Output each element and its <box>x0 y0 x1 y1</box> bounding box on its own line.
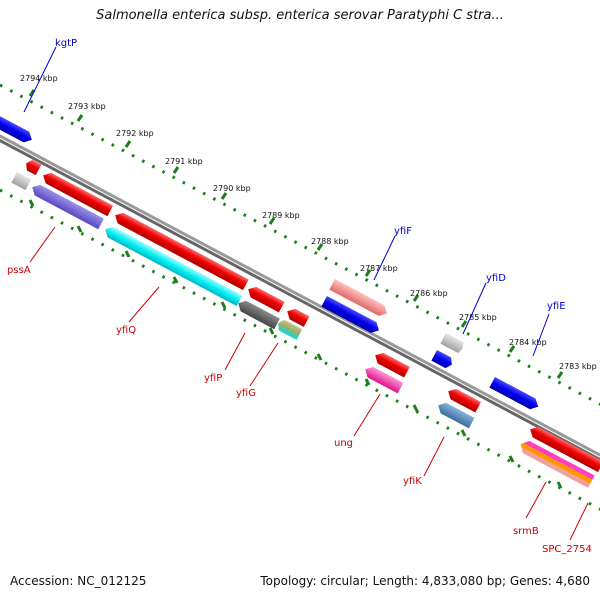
gene-label-yfiG: yfiG <box>236 388 256 399</box>
inner-dotted-track <box>0 188 600 520</box>
gene-label-yfiE: yfiE <box>547 301 566 312</box>
tick-label-2787: 2787 kbp <box>360 264 398 273</box>
gene-yfiF-feature[interactable] <box>329 279 389 319</box>
gene-label-kgtP: kgtP <box>55 38 77 49</box>
gene-yfiD-gray-feature[interactable] <box>440 333 465 354</box>
tick-label-2786: 2786 kbp <box>410 289 448 298</box>
tick-label-2792: 2792 kbp <box>116 129 154 138</box>
tick-label-2791: 2791 kbp <box>165 157 203 166</box>
tick-label-2783: 2783 kbp <box>559 362 597 371</box>
gene-yfiP-red-feature[interactable] <box>245 284 285 313</box>
gene-label-yfiF: yfiF <box>394 226 412 237</box>
gene-label-yfiK: yfiK <box>403 476 422 487</box>
forward-genes <box>0 113 541 412</box>
gene-ung-red-feature[interactable] <box>372 350 410 378</box>
gene-srmB-red-feature[interactable] <box>527 424 600 473</box>
tick-label-2784: 2784 kbp <box>509 338 547 347</box>
gene-ung-feature[interactable] <box>362 364 404 394</box>
tick-label-2789: 2789 kbp <box>262 211 300 220</box>
gene-label-ung: ung <box>334 438 353 449</box>
tick-label-2793: 2793 kbp <box>68 102 106 111</box>
tick-label-2788: 2788 kbp <box>311 237 349 246</box>
gene-label-yfiQ: yfiQ <box>116 325 136 336</box>
gene-yfiF-blue-feature[interactable] <box>321 296 381 336</box>
genome-backbone <box>0 125 600 470</box>
gene-yfiK-red-feature[interactable] <box>445 386 482 413</box>
reverse-callouts <box>29 226 589 541</box>
tick-label-2794: 2794 kbp <box>20 74 58 83</box>
gene-label-SPC_2754: SPC_2754 <box>542 544 592 555</box>
outer-tick-marks <box>28 89 564 379</box>
gene-small-red-feature[interactable] <box>23 158 42 176</box>
gene-yfiP-feature[interactable] <box>235 298 280 330</box>
gene-small-gray-feature[interactable] <box>11 172 32 191</box>
gene-yfiG-feature[interactable] <box>275 318 303 340</box>
gene-label-pssA: pssA <box>7 265 31 276</box>
gene-yfiK-feature[interactable] <box>435 400 475 429</box>
gene-label-yfiD: yfiD <box>486 273 506 284</box>
forward-callouts <box>23 46 550 357</box>
gene-yfiE-feature[interactable] <box>489 377 541 412</box>
gene-label-yfiP: yfiP <box>204 373 222 384</box>
gene-kgtP-feature[interactable] <box>0 113 35 145</box>
reverse-genes <box>11 158 600 488</box>
gene-yfiQ-red-feature[interactable] <box>112 210 249 291</box>
tick-label-2790: 2790 kbp <box>213 184 251 193</box>
topology-label: Topology: circular; Length: 4,833,080 bp… <box>260 574 590 588</box>
accession-label: Accession: NC_012125 <box>10 574 147 588</box>
gene-srmB-feature[interactable] <box>517 438 595 488</box>
outer-dotted-track <box>0 83 600 415</box>
gene-pssA-feature[interactable] <box>29 182 104 230</box>
gene-yfiQ-feature[interactable] <box>102 224 243 306</box>
map-title: Salmonella enterica subsp. enterica sero… <box>96 8 504 23</box>
inner-tick-marks <box>28 199 563 489</box>
gene-yfiG-red-feature[interactable] <box>284 306 310 327</box>
gene-label-srmB: srmB <box>513 526 539 537</box>
gene-pssA-upper-feature[interactable] <box>40 170 114 217</box>
gene-yfiD-feature[interactable] <box>431 350 454 370</box>
tick-label-2785: 2785 kbp <box>459 313 497 322</box>
